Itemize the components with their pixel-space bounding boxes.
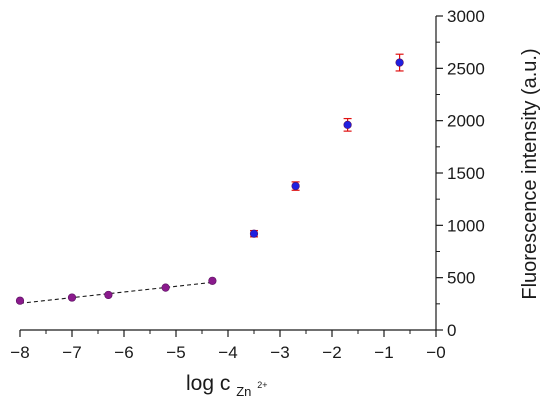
data-point — [67, 293, 77, 302]
data-point — [208, 276, 217, 285]
y-tick-label: 1000 — [447, 216, 485, 235]
data-point — [395, 58, 404, 67]
y-tick-label: 2000 — [447, 112, 485, 131]
x-axis-title-main: log c — [186, 372, 230, 395]
y-axis-title: Fluorescence intensity (a.u.) — [519, 48, 541, 299]
x-tick-label: −0 — [426, 343, 445, 362]
data-point — [104, 290, 113, 300]
x-tick-label: −8 — [10, 343, 29, 362]
axes: −8 −7 −6 −5 −4 −3 −2 −1 −0 0 500 1000 1500 2000 2500 3… — [10, 7, 485, 362]
x-ticks: −8 −7 −6 −5 −4 −3 −2 −1 −0 — [10, 330, 446, 362]
x-tick-label: −6 — [114, 343, 133, 362]
series-layer — [15, 53, 404, 305]
y-tick-label: 1500 — [447, 164, 485, 183]
x-tick-label: −3 — [270, 343, 289, 362]
x-tick-label: −2 — [322, 343, 341, 362]
y-tick-label: 2500 — [447, 59, 485, 78]
y-ticks: 0 500 1000 1500 2000 2500 3000 — [436, 7, 485, 340]
data-point — [161, 283, 170, 292]
data-point — [291, 181, 300, 191]
y-tick-label: 0 — [447, 321, 456, 340]
x-axis-title-subscript: Zn — [236, 384, 251, 399]
fit-line — [19, 281, 213, 304]
fit-layer — [19, 281, 213, 304]
x-tick-label: −1 — [374, 343, 393, 362]
x-tick-label: −7 — [62, 343, 81, 362]
series-1 — [15, 276, 217, 305]
y-tick-label: 3000 — [447, 7, 485, 26]
x-axis-title: log c Zn 2+ — [186, 372, 267, 401]
series-2 — [249, 53, 404, 238]
x-tick-label: −5 — [166, 343, 185, 362]
data-point — [343, 120, 352, 129]
x-tick-label: −4 — [218, 343, 237, 362]
data-point — [249, 229, 259, 238]
data-point — [15, 296, 25, 305]
y-tick-label: 500 — [447, 269, 475, 288]
x-axis-title-superscript: 2+ — [257, 380, 267, 390]
